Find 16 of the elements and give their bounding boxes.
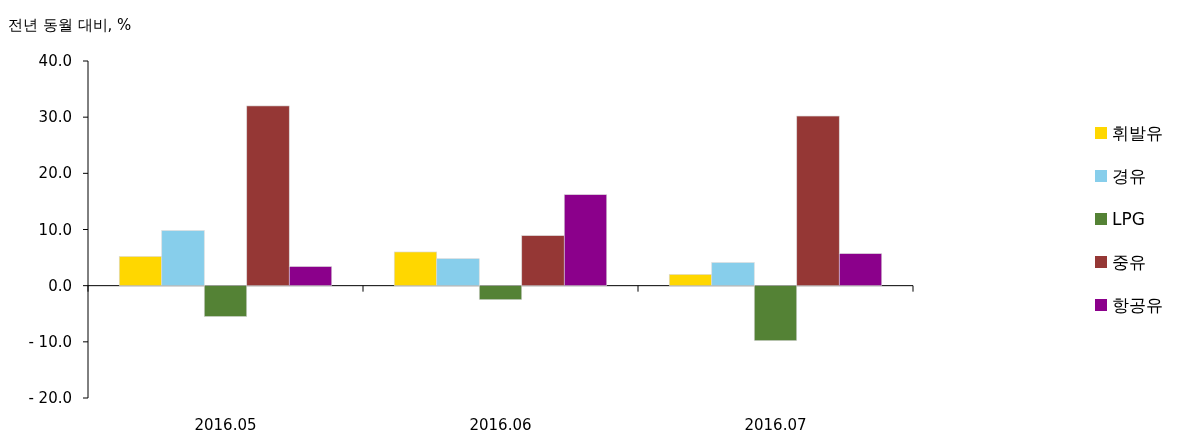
y-tick-label: 30.0 [38,108,72,127]
legend-label: 중유 [1112,252,1146,272]
y-tick-label: 20.0 [38,164,72,183]
x-tick-label: 2016.07 [744,416,807,434]
y-tick-label: 0.0 [48,276,72,295]
x-tick-label: 2016.05 [194,416,257,434]
y-tick-label: 40.0 [38,52,72,70]
y-tick-label: - 20.0 [28,389,72,407]
legend-label: 경유 [1112,166,1146,186]
legend-label: 항공유 [1112,295,1163,315]
y-tick-label: 10.0 [38,220,72,239]
legend-label: LPG [1112,209,1145,229]
legend-label: 휘발유 [1112,123,1163,143]
ylabel: 전년 동월 대비, % [8,16,132,34]
x-tick-label: 2016.06 [469,416,532,434]
y-tick-label: - 10.0 [28,332,72,351]
